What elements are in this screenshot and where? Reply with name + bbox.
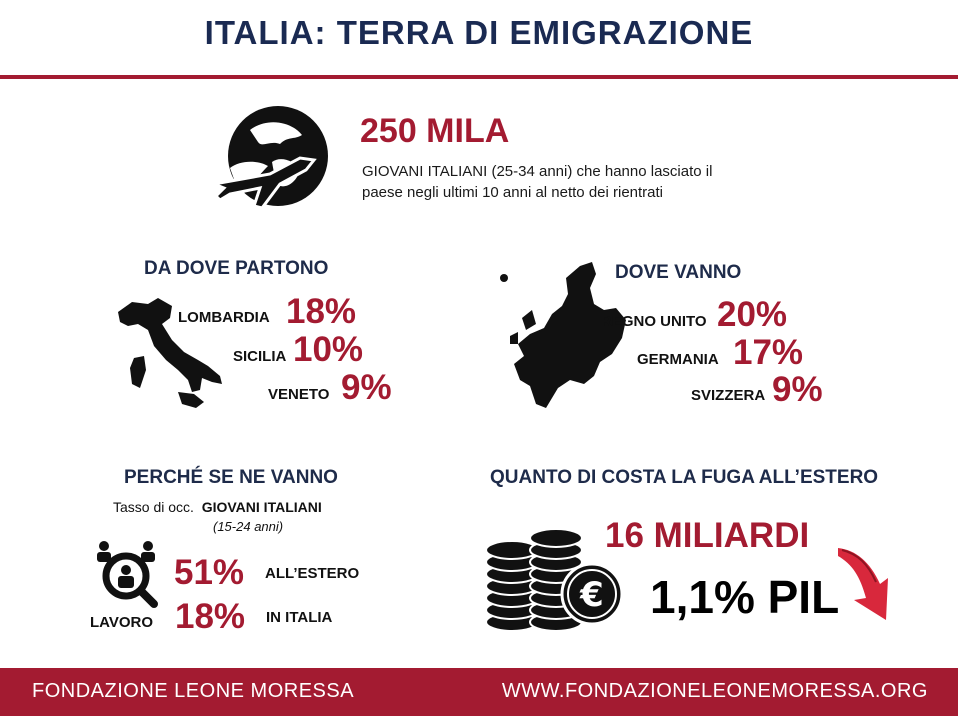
- departure-label-lombardia: LOMBARDIA: [178, 309, 270, 326]
- employment-italy-value: 18%: [175, 597, 246, 636]
- page-title: ITALIA: TERRA DI EMIGRAZIONE: [204, 14, 754, 51]
- emigrants-count: 250 MILA: [360, 112, 510, 150]
- destination-value-uk: 20%: [717, 295, 788, 334]
- departures-heading: DA DOVE PARTONO: [144, 258, 329, 279]
- departure-value-lombardia: 18%: [286, 292, 357, 331]
- footer-bar: [0, 668, 958, 716]
- footer-organization: FONDAZIONE LEONE MORESSA: [32, 680, 355, 702]
- work-label: LAVORO: [90, 614, 154, 631]
- europe-map-icon: [500, 262, 626, 408]
- employment-italy-label: IN ITALIA: [266, 609, 333, 626]
- footer-website-link[interactable]: WWW.FONDAZIONELEONEMORESSA.ORG: [501, 680, 928, 702]
- desc-line-1: GIOVANI ITALIANI (25-34 anni) che hanno …: [362, 163, 713, 180]
- destination-label-uk: REGNO UNITO: [601, 313, 707, 330]
- departure-label-veneto: VENETO: [268, 386, 330, 403]
- cost-heading: QUANTO DI COSTA LA FUGA ALL’ESTERO: [490, 467, 879, 488]
- departure-label-sicilia: SICILIA: [233, 348, 287, 365]
- why-subtitle-prefix: Tasso di occ.: [113, 499, 194, 515]
- job-search-icon: [97, 541, 158, 608]
- destinations-heading: DOVE VANNO: [615, 262, 742, 283]
- coins-euro-icon: €: [485, 528, 624, 632]
- emigrants-description: GIOVANI ITALIANI (25-34 anni) che hanno …: [362, 161, 782, 203]
- title-divider: [0, 75, 958, 79]
- destination-value-switzerland: 9%: [772, 370, 823, 409]
- destination-label-germany: GERMANIA: [637, 351, 719, 368]
- why-age-range: (15-24 anni): [213, 519, 284, 534]
- down-arrow-icon: [838, 548, 888, 620]
- svg-text:€: €: [579, 575, 604, 615]
- destination-value-germany: 17%: [733, 333, 804, 372]
- departure-value-sicilia: 10%: [293, 330, 364, 369]
- departure-value-veneto: 9%: [341, 368, 392, 407]
- employment-abroad-label: ALL’ESTERO: [265, 565, 360, 582]
- cost-value: 16 MILIARDI: [605, 516, 810, 555]
- why-subtitle-bold: GIOVANI ITALIANI: [201, 499, 322, 515]
- italy-map-icon: [118, 298, 222, 408]
- why-heading: PERCHÉ SE NE VANNO: [124, 467, 338, 488]
- why-subtitle: Tasso di occ. GIOVANI ITALIANI: [113, 499, 322, 515]
- globe-plane-icon: [210, 106, 328, 210]
- destination-label-switzerland: SVIZZERA: [691, 387, 766, 404]
- employment-abroad-value: 51%: [174, 553, 245, 592]
- desc-line-2: paese negli ultimi 10 anni al netto dei …: [362, 184, 664, 201]
- gdp-share: 1,1% PIL: [650, 571, 840, 623]
